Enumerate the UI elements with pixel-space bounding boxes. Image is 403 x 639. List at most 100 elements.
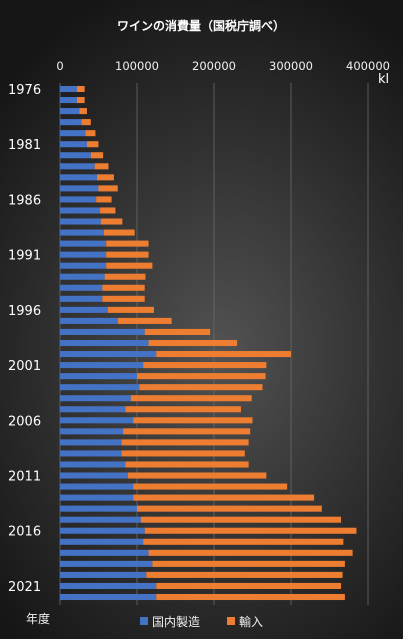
- bar-domestic: [60, 130, 86, 137]
- bar-import: [90, 152, 104, 159]
- bar-import: [76, 85, 85, 93]
- bar-import: [152, 560, 345, 567]
- bar-domestic: [60, 163, 95, 170]
- bar-import: [125, 461, 249, 468]
- y-axis-title: 年度: [26, 611, 50, 626]
- bar-domestic: [60, 317, 118, 324]
- bar-import: [107, 306, 154, 313]
- bar-import: [96, 196, 112, 203]
- legend-swatch-import: [227, 617, 235, 625]
- x-tick-label: 200000: [192, 59, 236, 73]
- bar-domestic: [60, 593, 157, 601]
- x-tick-label: 0: [56, 59, 63, 73]
- bar-import: [127, 472, 267, 479]
- bar-import: [133, 494, 315, 501]
- bar-import: [104, 273, 146, 280]
- bar-domestic: [60, 273, 105, 280]
- y-tick-label: 1996: [8, 304, 41, 319]
- bar-domestic: [60, 229, 104, 236]
- bar-domestic: [60, 141, 87, 148]
- bar-domestic: [60, 119, 82, 126]
- legend: 国内製造 輸入: [140, 614, 263, 629]
- bar-import: [139, 384, 263, 391]
- x-tick-label: 400000: [346, 59, 390, 73]
- bar-domestic: [60, 152, 91, 159]
- bar-import: [137, 373, 266, 380]
- bar-domestic: [60, 582, 157, 589]
- bar-import: [106, 262, 153, 269]
- bar-import: [121, 450, 245, 457]
- legend-label-import: 輸入: [239, 614, 263, 629]
- bar-import: [121, 439, 249, 446]
- bar-domestic: [60, 339, 149, 347]
- bar-import: [100, 207, 116, 214]
- bar-domestic: [60, 284, 103, 291]
- bar-domestic: [60, 494, 134, 501]
- bar-import: [123, 428, 251, 435]
- y-tick-label: 1991: [8, 249, 41, 264]
- y-axis-ticks: 1976 1981 1986 1991 1996 2001 2006 2011 …: [8, 83, 41, 595]
- x-axis-ticks: 0 100000 200000 300000 400000: [56, 59, 390, 73]
- bar-import: [143, 538, 344, 545]
- bar-import: [148, 549, 353, 556]
- bar-domestic: [60, 174, 97, 181]
- y-tick-label: 1986: [8, 193, 41, 208]
- bar-import: [148, 339, 238, 347]
- bar-domestic: [60, 328, 145, 335]
- bar-domestic: [60, 351, 157, 358]
- bar-domestic: [60, 549, 149, 556]
- bar-import: [94, 163, 109, 170]
- bar-domestic: [60, 472, 128, 479]
- y-tick-label: 2006: [8, 414, 41, 429]
- bar-import: [79, 108, 87, 115]
- bar-domestic: [60, 362, 144, 369]
- bar-import: [144, 328, 211, 335]
- bar-import: [130, 395, 252, 402]
- bar-import: [146, 571, 343, 578]
- x-unit-label: kl: [378, 72, 389, 87]
- bars: [60, 85, 357, 601]
- bar-domestic: [60, 439, 122, 446]
- bar-import: [103, 229, 135, 236]
- y-tick-label: 2016: [8, 525, 41, 540]
- bar-domestic: [60, 483, 134, 490]
- bar-domestic: [60, 395, 131, 402]
- bar-domestic: [60, 251, 107, 258]
- chart-title: ワインの消費量（国税庁調べ）: [117, 18, 285, 33]
- bar-domestic: [60, 196, 97, 203]
- x-tick-label: 300000: [269, 59, 313, 73]
- bar-import: [144, 527, 357, 534]
- bar-domestic: [60, 262, 107, 269]
- bar-import: [76, 97, 85, 104]
- bar-domestic: [60, 306, 108, 313]
- bar-import: [133, 417, 253, 424]
- bar-domestic: [60, 571, 147, 578]
- bar-domestic: [60, 560, 153, 567]
- bar-import: [100, 218, 123, 225]
- y-tick-label: 1976: [8, 83, 41, 98]
- bar-domestic: [60, 516, 141, 523]
- bar-import: [117, 317, 172, 324]
- bar-domestic: [60, 461, 126, 468]
- legend-label-domestic: 国内製造: [152, 615, 200, 629]
- bar-domestic: [60, 295, 103, 302]
- bar-domestic: [60, 373, 137, 380]
- bar-domestic: [60, 185, 99, 192]
- bar-domestic: [60, 207, 101, 214]
- bar-domestic: [60, 406, 126, 413]
- bar-domestic: [60, 108, 80, 115]
- y-tick-label: 2021: [8, 580, 41, 595]
- bar-import: [106, 240, 149, 247]
- bar-import: [81, 119, 91, 126]
- bar-domestic: [60, 450, 122, 457]
- bar-import: [156, 582, 342, 589]
- bar-domestic: [60, 428, 124, 435]
- bar-import: [156, 351, 291, 358]
- bar-import: [106, 251, 149, 258]
- bar-domestic: [60, 85, 77, 93]
- bar-import: [156, 593, 345, 601]
- bar-import: [137, 505, 322, 512]
- bar-import: [143, 362, 267, 369]
- bar-import: [125, 406, 241, 413]
